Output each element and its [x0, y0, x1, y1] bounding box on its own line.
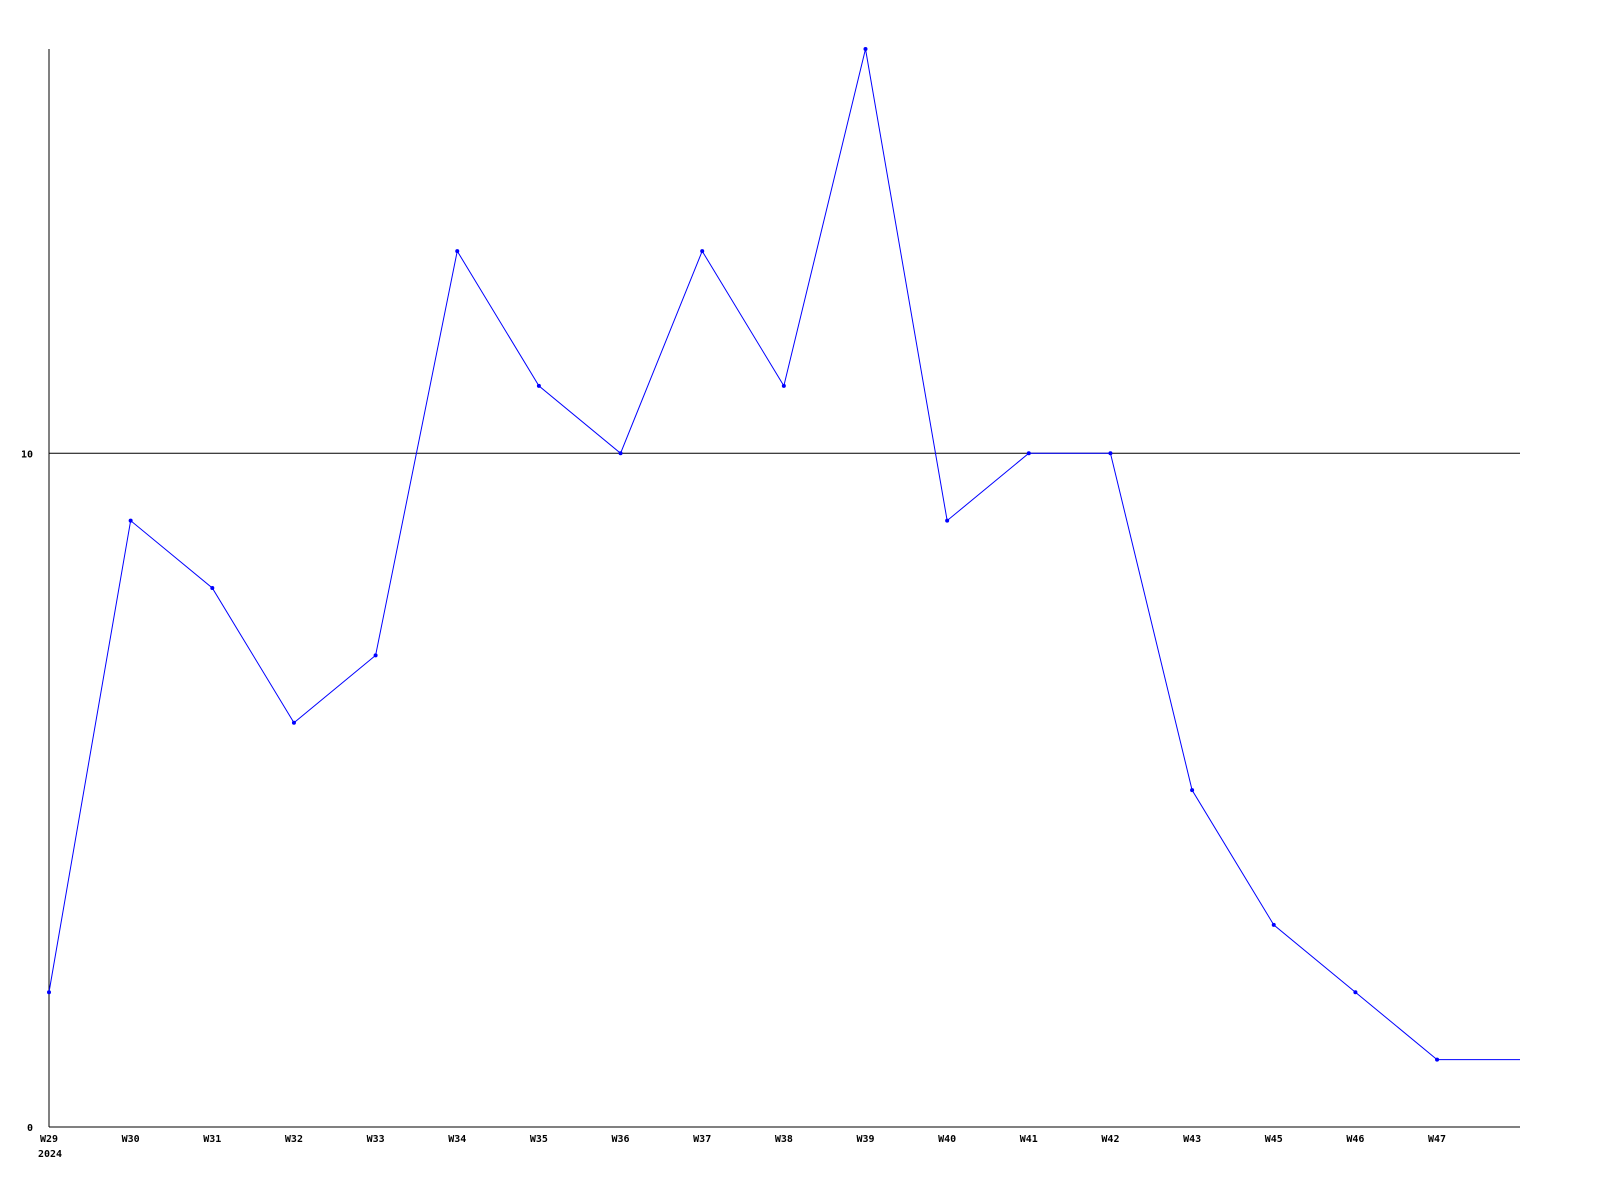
x-tick-label: W42	[1101, 1134, 1119, 1145]
data-point	[47, 990, 51, 995]
x-tick-label: W35	[530, 1134, 548, 1145]
x-tick-label: W37	[693, 1134, 711, 1145]
data-point	[128, 518, 133, 523]
x-tick-label: W46	[1346, 1134, 1364, 1145]
x-tick-label: W47	[1428, 1134, 1446, 1145]
x-tick-label: W38	[775, 1134, 793, 1145]
x-tick-label: W29	[40, 1134, 58, 1145]
data-point	[700, 249, 705, 254]
data-point	[781, 383, 786, 388]
x-tick-label: W40	[938, 1134, 956, 1145]
x-tick-label: W41	[1020, 1134, 1038, 1145]
y-tick-label: 0	[27, 1123, 33, 1134]
data-point	[455, 249, 460, 254]
x-tick-label: W33	[367, 1134, 385, 1145]
x-year-label: 2024	[38, 1149, 62, 1160]
data-point	[1271, 922, 1276, 927]
series-line	[48, 48, 1520, 1061]
x-tick-label: W36	[612, 1134, 630, 1145]
data-point	[373, 653, 378, 658]
data-point	[945, 518, 950, 523]
x-tick-label: W34	[448, 1134, 466, 1145]
data-point	[618, 451, 623, 456]
x-tick-label: W39	[856, 1134, 874, 1145]
data-point	[1435, 1057, 1440, 1062]
data-point	[1353, 990, 1358, 995]
x-tick-label: W43	[1183, 1134, 1201, 1145]
data-point	[210, 586, 215, 590]
x-tick-label: W32	[285, 1134, 303, 1145]
x-tick-label: W31	[203, 1134, 221, 1145]
data-point	[291, 720, 296, 725]
x-tick-label: W45	[1265, 1134, 1283, 1145]
data-point	[863, 47, 868, 51]
data-point	[536, 383, 541, 388]
data-point	[1026, 451, 1031, 456]
data-point	[1190, 788, 1195, 793]
y-tick-label: 10	[21, 449, 33, 460]
x-tick-label: W30	[122, 1134, 140, 1145]
data-point	[1108, 451, 1113, 456]
